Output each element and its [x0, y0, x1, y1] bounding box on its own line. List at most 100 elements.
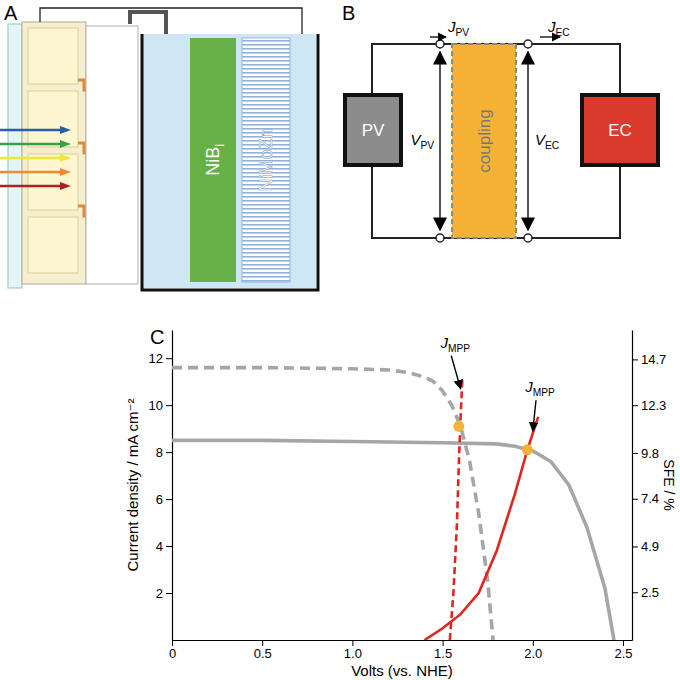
tick-mark [623, 640, 624, 646]
coupling-label: coupling [475, 109, 494, 172]
coupling-box [452, 44, 516, 238]
voltage-arrow [439, 52, 441, 230]
light-ray [0, 143, 62, 145]
tick-label: 0 [169, 646, 176, 661]
pv-cell [28, 217, 78, 273]
tick-label: 2 [156, 586, 163, 601]
annotation-arrow [533, 400, 536, 431]
tick-mark [632, 592, 638, 593]
light-ray-head [60, 168, 71, 176]
x-axis-title: Volts (vs. NHE) [351, 662, 453, 679]
y2-axis-title: SFE / % [661, 459, 677, 510]
operating-point [453, 421, 464, 432]
operating-point [522, 444, 533, 455]
plot-area [172, 368, 614, 640]
tick: 0 [169, 640, 176, 661]
tick-mark [262, 640, 263, 646]
tick-label: 2.5 [641, 585, 659, 600]
light-ray [0, 129, 62, 131]
tick: 0.5 [254, 640, 272, 661]
voltage-label: VPV [410, 131, 434, 151]
tick-mark [166, 593, 172, 594]
tick-mark [352, 640, 353, 646]
tick: 2 [156, 586, 172, 601]
pv-cell [28, 154, 78, 210]
electrolyte [142, 34, 316, 288]
ec-label: EC [608, 121, 632, 140]
pv-cell [28, 28, 78, 84]
cell-frame [22, 22, 86, 284]
tick-mark [443, 640, 444, 646]
current-label-sub: PV [456, 27, 470, 38]
tick-label: 0.5 [254, 646, 272, 661]
tick: 10 [149, 398, 172, 413]
tick: 14.7 [632, 352, 666, 367]
panel-c: C00.51.01.52.02.5246810122.54.97.49.812.… [124, 326, 677, 679]
voltage-label-sub: PV [420, 140, 434, 151]
terminal [524, 40, 532, 48]
current-label: JEC [547, 18, 570, 38]
current-arrow [430, 36, 446, 37]
tick-label: 14.7 [641, 352, 666, 367]
tick-label: 1.0 [344, 646, 362, 661]
tick-label: 6 [156, 492, 163, 507]
tick-mark [166, 546, 172, 547]
annotation-sub: MPP [533, 387, 555, 398]
voltage-label: VEC [535, 131, 559, 151]
panel-label: B [342, 2, 355, 24]
figure: ANiBiNiMoZnBcouplingPVECJPVJECVPVVECC00.… [0, 0, 680, 680]
anode-label-sub: i [213, 144, 227, 147]
voltage-label-sub: EC [545, 140, 559, 151]
tick: 4.9 [632, 539, 659, 554]
annotation-sub: MPP [448, 343, 470, 354]
tick: 12.3 [632, 398, 666, 413]
glass [8, 24, 22, 288]
y-axis-title: Current density / mA cm⁻² [124, 399, 141, 572]
annotation-arrow [451, 356, 460, 389]
tick-label: 4.9 [641, 539, 659, 554]
cathode-label: NiMoZn [256, 128, 276, 191]
tick-mark [533, 640, 534, 646]
tick-mark [172, 640, 173, 646]
pv-cell [28, 91, 78, 147]
tick: 12 [149, 351, 172, 366]
curve [425, 417, 539, 640]
x-axis-line [173, 640, 633, 641]
tick: 1.0 [344, 640, 362, 661]
curve [172, 368, 493, 640]
panel-a: A NiBi NiMoZn [0, 2, 318, 290]
light-ray-head [60, 140, 71, 148]
annotation: JMPP [439, 334, 470, 354]
tick-mark [632, 359, 638, 360]
tick-mark [632, 546, 638, 547]
panel-b: BcouplingPVECJPVJECVPVVEC [342, 2, 658, 242]
light-ray-head [60, 154, 71, 162]
tick: 1.5 [434, 640, 452, 661]
tick: 6 [156, 492, 172, 507]
panel-label: C [150, 326, 164, 348]
light-ray-head [60, 182, 71, 190]
light-ray-head [60, 126, 71, 134]
panel-label: A [4, 2, 18, 24]
cathode [242, 38, 290, 282]
tick-mark [166, 499, 172, 500]
anode-label: NiBi [203, 144, 227, 176]
pv-box [345, 95, 401, 165]
anode-label-main: NiB [203, 147, 223, 176]
tick-label: 12.3 [641, 398, 666, 413]
curve [450, 377, 463, 640]
tick: 7.4 [632, 491, 659, 506]
tick-label: 10 [149, 398, 163, 413]
y-axis: 24681012 [149, 331, 173, 641]
tick-mark [632, 453, 638, 454]
y-axis-line [172, 331, 173, 641]
tick: 2.0 [524, 640, 542, 661]
terminal [436, 40, 444, 48]
y2-axis-line [632, 331, 633, 641]
tick-label: 2.5 [614, 646, 632, 661]
backplate [86, 26, 138, 284]
tick-label: 2.0 [524, 646, 542, 661]
light-ray [0, 157, 62, 159]
voltage-arrow [527, 52, 529, 230]
tick-label: 1.5 [434, 646, 452, 661]
